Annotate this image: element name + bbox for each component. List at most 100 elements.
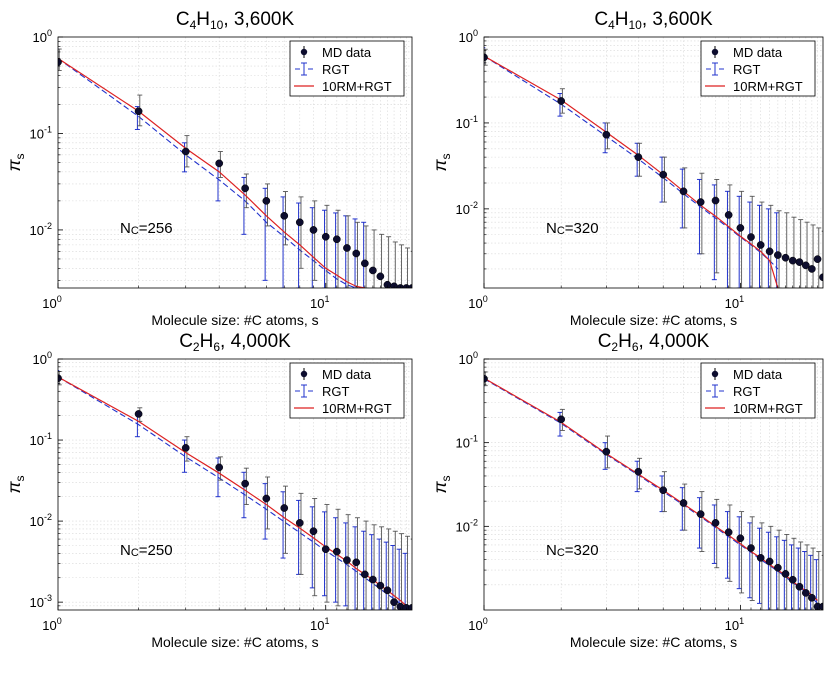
- md-data-point: [788, 256, 797, 265]
- rgt-errorbar: [736, 516, 742, 590]
- rgt-errorbar: [262, 483, 268, 540]
- x-tick-label: 101: [725, 294, 744, 311]
- x-tick-base: 10: [310, 296, 324, 311]
- legend-label-rm: 10RM+RGT: [733, 79, 803, 94]
- y-tick-base: 10: [30, 126, 44, 141]
- nc-annotation-subscript: C: [557, 547, 565, 559]
- x-axis-label-text: Molecule size: #C atoms, s: [151, 312, 318, 328]
- x-axis-label: Molecule size: #C atoms, s: [570, 312, 737, 328]
- y-tick-base: 10: [30, 223, 44, 238]
- nc-annotation-subscript: C: [131, 225, 139, 237]
- md-errorbar: [410, 538, 412, 610]
- md-data-point: [557, 415, 566, 424]
- md-data-point: [724, 528, 733, 537]
- y-tick-label: 10-2: [456, 200, 478, 217]
- md-errorbar: [727, 184, 733, 288]
- x-axis-label: Molecule size: #C atoms, s: [151, 634, 318, 650]
- md-data-point: [711, 519, 720, 527]
- md-data-point: [801, 261, 810, 270]
- nc-annotation-part: N: [120, 542, 131, 559]
- y-axis-label: πs: [4, 153, 27, 171]
- y-tick-base: 10: [456, 519, 470, 534]
- md-errorbar: [816, 551, 822, 610]
- chart-title: C2H6, 4,000K: [598, 331, 710, 354]
- legend-label-md: MD data: [733, 367, 783, 382]
- md-data-point: [309, 226, 318, 234]
- y-tick-exponent: -1: [470, 114, 478, 124]
- y-tick-exponent: -2: [44, 221, 52, 231]
- y-tick-label: 10-2: [30, 512, 52, 529]
- md-errorbar: [759, 522, 765, 610]
- md-data-point: [819, 273, 823, 282]
- rgt-errorbar: [280, 491, 286, 559]
- x-tick-base: 10: [468, 618, 482, 633]
- chart-title: C2H6, 4,000K: [179, 331, 291, 354]
- md-data-point: [795, 258, 804, 266]
- md-data-point: [262, 197, 271, 205]
- nc-annotation: NC=320: [546, 220, 599, 237]
- rgt-errorbar: [724, 190, 730, 288]
- md-data-point: [747, 233, 755, 241]
- y-tick-label: 10-3: [30, 593, 52, 610]
- md-data-point: [696, 198, 705, 206]
- chart-title: C4H10, 3,600K: [176, 9, 295, 32]
- title-subscript: 10: [629, 18, 643, 32]
- md-data-point: [781, 570, 790, 578]
- title-part: , 3,600K: [223, 9, 294, 30]
- md-data-point: [711, 196, 720, 205]
- legend-label-md: MD data: [322, 45, 372, 60]
- md-data-point: [352, 558, 361, 567]
- title-part: C: [179, 331, 193, 352]
- rgt-errorbar: [361, 530, 367, 610]
- md-errorbar: [399, 533, 405, 610]
- legend-md-marker: [711, 370, 719, 378]
- y-axis-label-subscript: s: [439, 475, 453, 481]
- nc-annotation: NC=256: [120, 220, 173, 237]
- legend-label-rgt-text: RGT: [733, 62, 761, 77]
- rgt-errorbar: [309, 506, 315, 589]
- md-data-point: [376, 272, 385, 281]
- legend-label-md: MD data: [322, 367, 372, 382]
- md-data-point: [813, 255, 822, 263]
- x-tick-label: 101: [725, 616, 744, 633]
- y-axis-label-subscript: s: [13, 153, 27, 159]
- y-tick-label: 100: [459, 28, 478, 45]
- md-errorbar: [699, 491, 705, 552]
- y-axis-label: πs: [430, 153, 453, 171]
- x-axis-label-text: Molecule size: #C atoms, s: [570, 634, 737, 650]
- y-tick-base: 10: [459, 30, 473, 45]
- y-tick-exponent: -1: [470, 434, 478, 444]
- rm-rgt-line: [58, 57, 365, 288]
- md-data-point: [659, 170, 668, 179]
- rgt-errorbar: [369, 534, 375, 610]
- md-data-point: [352, 249, 361, 258]
- md-data-point: [781, 253, 790, 262]
- rgt-errorbar: [333, 212, 339, 288]
- md-data-point: [280, 211, 289, 220]
- x-axis-label-text: Molecule size: #C atoms, s: [151, 634, 318, 650]
- legend-label-rm: 10RM+RGT: [733, 401, 803, 416]
- rgt-errorbar: [361, 221, 367, 288]
- md-errorbar: [379, 526, 385, 610]
- md-data-point: [795, 582, 804, 591]
- md-errorbar: [798, 219, 804, 288]
- legend-label-rgt: RGT: [322, 384, 350, 399]
- nc-annotation-subscript: C: [131, 547, 139, 559]
- y-axis-label-symbol: π: [430, 481, 450, 494]
- md-data-point: [659, 486, 668, 495]
- md-data-point: [736, 224, 745, 232]
- md-errorbar: [682, 483, 688, 531]
- title-subscript: 2: [611, 340, 618, 354]
- y-tick-exponent: -1: [44, 124, 52, 134]
- y-tick-label: 100: [33, 28, 52, 45]
- y-tick-exponent: -3: [44, 593, 52, 603]
- md-data-point: [383, 586, 392, 595]
- rgt-errorbar: [802, 551, 808, 610]
- axes-box: [483, 358, 824, 611]
- title-part: , 4,000K: [639, 331, 710, 352]
- x-tick-exponent: 1: [739, 616, 744, 626]
- rgt-line: [58, 376, 407, 609]
- x-tick-exponent: 0: [57, 616, 62, 626]
